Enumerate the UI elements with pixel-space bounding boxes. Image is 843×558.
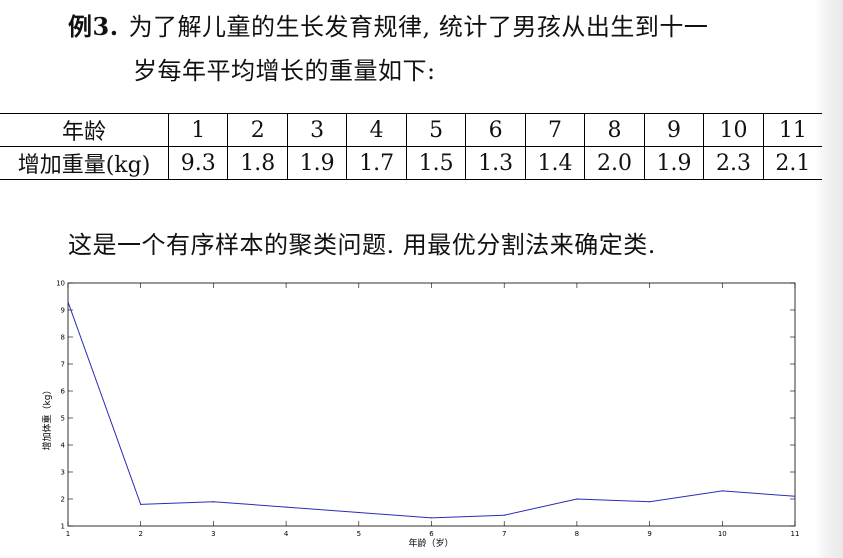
x-tick-label: 9 bbox=[647, 530, 651, 538]
table-cell: 7 bbox=[525, 113, 586, 147]
y-axis-label: 增加体重（kg） bbox=[41, 386, 53, 451]
x-tick-label: 6 bbox=[429, 530, 434, 538]
data-point bbox=[649, 501, 651, 503]
y-tick-label: 1 bbox=[61, 523, 65, 531]
data-point bbox=[503, 514, 505, 516]
data-point bbox=[285, 506, 287, 508]
x-tick-label: 7 bbox=[502, 530, 506, 538]
table-cell: 9 bbox=[644, 113, 705, 147]
table-cell: 1.7 bbox=[346, 146, 407, 180]
x-tick-label: 2 bbox=[138, 530, 142, 538]
y-tick-label: 7 bbox=[61, 361, 65, 369]
y-tick-label: 4 bbox=[61, 442, 66, 450]
x-tick-label: 4 bbox=[284, 530, 289, 538]
x-tick-label: 1 bbox=[66, 530, 70, 538]
chart-axes bbox=[67, 282, 796, 527]
table-row-age: 年龄 1 2 3 4 5 6 7 8 9 10 11 bbox=[0, 113, 822, 147]
y-tick-label: 8 bbox=[61, 334, 65, 342]
table-cell: 1.9 bbox=[644, 146, 705, 180]
data-point bbox=[67, 301, 69, 303]
table-cell: 4 bbox=[346, 113, 407, 147]
table-cell: 1.8 bbox=[227, 146, 288, 180]
method-sentence: 这是一个有序样本的聚类问题. 用最优分割法来确定类. bbox=[68, 231, 656, 259]
page-edge-shadow bbox=[815, 0, 843, 558]
data-point bbox=[212, 501, 214, 503]
plot-frame bbox=[67, 282, 796, 527]
data-point bbox=[576, 498, 578, 500]
table-cell: 1 bbox=[168, 113, 229, 147]
data-point bbox=[430, 517, 433, 519]
series-line bbox=[67, 301, 796, 519]
table-cell: 3 bbox=[287, 113, 348, 147]
problem-line-1: 例3. 为了解儿童的生长发育规律, 统计了男孩从出生到十一 bbox=[68, 10, 708, 44]
table-cell: 8 bbox=[584, 113, 645, 147]
x-tick-label: 3 bbox=[211, 530, 215, 538]
y-tick-label: 3 bbox=[61, 469, 65, 477]
problem-label: 例3. bbox=[68, 12, 119, 41]
x-tick-label: 5 bbox=[357, 530, 361, 538]
data-point bbox=[794, 495, 796, 497]
table-cell: 10 bbox=[703, 113, 764, 147]
table-cell: 1.4 bbox=[525, 146, 586, 180]
table-cell: 6 bbox=[465, 113, 526, 147]
table-cell: 2.1 bbox=[775, 150, 811, 176]
problem-line-2: 岁每年平均增长的重量如下: bbox=[133, 57, 436, 85]
y-tick-label: 5 bbox=[61, 415, 65, 423]
table-cell: 5 bbox=[406, 113, 467, 147]
table-cell: 2 bbox=[227, 113, 288, 147]
data-point bbox=[140, 503, 142, 505]
problem-text-1: 为了解儿童的生长发育规律, 统计了男孩从出生到十一 bbox=[128, 13, 709, 41]
table-cell: 1.9 bbox=[287, 146, 348, 180]
data-point bbox=[358, 511, 360, 514]
table-cell: 1.3 bbox=[465, 146, 526, 180]
table-cell: 2.3 bbox=[703, 146, 764, 180]
table-row-weight: 增加重量(kg) 9.3 1.8 1.9 1.7 1.5 1.3 1.4 2.0… bbox=[0, 146, 822, 180]
weight-gain-table: 年龄 1 2 3 4 5 6 7 8 9 10 11 增加重量(kg) 9.3 … bbox=[0, 113, 822, 180]
data-point bbox=[721, 490, 723, 492]
y-tick-label: 9 bbox=[61, 307, 65, 315]
table-header-weight: 增加重量(kg) bbox=[0, 146, 169, 180]
table-cell: 2.0 bbox=[584, 146, 645, 180]
x-tick-label: 11 bbox=[791, 530, 800, 538]
table-header-age: 年龄 bbox=[0, 113, 169, 147]
table-cell: 9.3 bbox=[168, 146, 229, 180]
y-tick-label: 6 bbox=[61, 388, 66, 396]
x-axis-label: 年龄（岁） bbox=[408, 537, 453, 549]
table-cell: 1.5 bbox=[406, 146, 467, 180]
y-tick-label: 2 bbox=[61, 496, 65, 504]
chart-series bbox=[67, 301, 796, 519]
x-tick-label: 10 bbox=[718, 530, 727, 538]
x-tick-label: 8 bbox=[575, 530, 579, 538]
table-cell: 11 bbox=[763, 113, 822, 147]
y-tick-label: 10 bbox=[56, 280, 65, 288]
